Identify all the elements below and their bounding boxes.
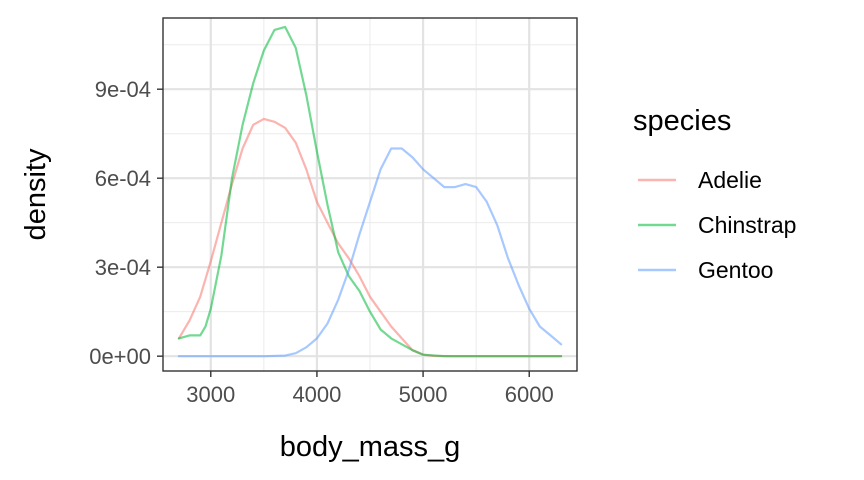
y-axis: 0e+00 3e-04 6e-04 9e-04 [89,77,163,369]
y-tick-label: 9e-04 [95,77,151,102]
plot-area [162,17,578,372]
series-line-gentoo [177,147,563,358]
series-lines [177,25,563,358]
x-tick-label: 4000 [292,382,341,407]
y-tick-label: 0e+00 [89,344,151,369]
legend-items: Adelie Chinstrap Gentoo [638,167,796,283]
legend: species Adelie Chinstrap Gentoo [633,105,796,283]
x-axis-title: body_mass_g [280,431,461,463]
x-tick-label: 5000 [399,382,448,407]
series-line-adelie [177,117,563,358]
y-tick-label: 6e-04 [95,166,151,191]
panel-border [162,17,578,372]
y-axis-title: density [20,148,52,240]
legend-label-gentoo: Gentoo [698,257,773,283]
x-tick-label: 3000 [186,382,235,407]
minor-gridlines [163,18,577,371]
series-line-chinstrap [177,25,563,358]
legend-label-chinstrap: Chinstrap [698,212,796,238]
x-tick-label: 6000 [505,382,554,407]
x-axis: 3000 4000 5000 6000 [186,371,554,407]
legend-title: species [633,105,731,137]
y-tick-label: 3e-04 [95,255,151,280]
legend-label-adelie: Adelie [698,167,762,193]
